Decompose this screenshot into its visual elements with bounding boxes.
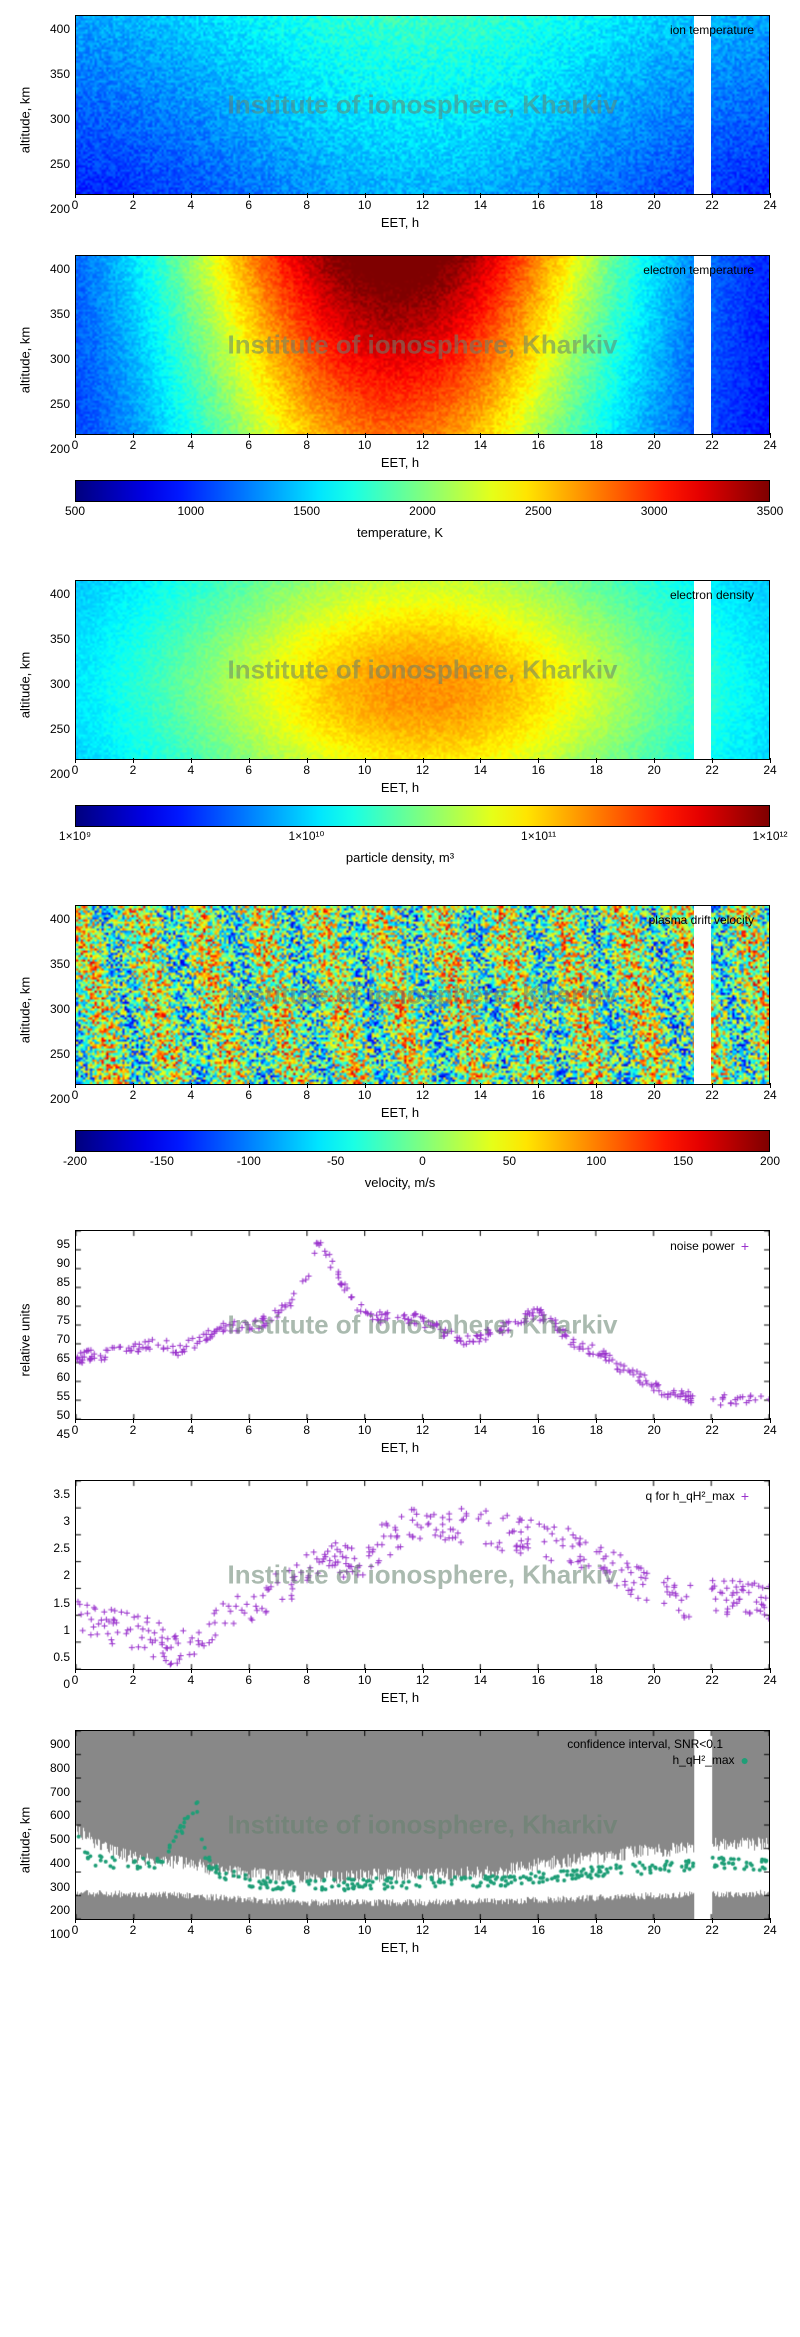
electron-density-heatmap [76,581,769,759]
y-axis-label: altitude, km [18,327,33,393]
dot-marker-icon: ● [741,1753,749,1767]
x-axis-label: EET, h [381,1690,419,1705]
q-factor-panel: Institute of ionosphere, Kharkiv q for h… [20,1475,780,1705]
panel-subtitle: ion temperature [670,23,754,37]
plot-area: Institute of ionosphere, Kharkiv q for h… [75,1480,770,1670]
data-gap [694,256,711,434]
colorbar-ticks: 1×10⁹1×10¹⁰1×10¹¹1×10¹² [75,829,770,843]
colorbar-ticks: 500100015002000250030003500 [75,504,770,518]
x-axis-label: EET, h [381,780,419,795]
colorbar-label: temperature, K [357,525,443,540]
confidence-canvas [76,1731,769,1919]
colorbar-label: particle density, m³ [346,850,454,865]
x-axis-label: EET, h [381,455,419,470]
panel-subtitle: plasma drift velocity [649,913,754,927]
plus-marker-icon: + [741,1239,749,1253]
x-axis-label: EET, h [381,1440,419,1455]
legend: noise power + [670,1239,749,1253]
x-axis-label: EET, h [381,1105,419,1120]
y-ticks: 100200300400500600700800900 [40,1730,70,1920]
legend-h: h_qH²_max ● [673,1753,750,1767]
x-ticks: 024681012141618202224 [75,1423,770,1437]
y-axis-label: altitude, km [18,652,33,718]
plus-marker-icon: + [741,1489,749,1503]
x-ticks: 024681012141618202224 [75,763,770,777]
y-ticks: 200250300350400 [40,580,70,760]
data-gap [694,581,711,759]
panel-subtitle: electron density [670,588,754,602]
drift-velocity-panel: altitude, km Institute of ionosphere, Kh… [20,900,780,1120]
legend-label: noise power [670,1239,735,1253]
legend-label: h_qH²_max [673,1753,735,1767]
noise-power-panel: relative units Institute of ionosphere, … [20,1225,780,1455]
y-ticks: 200250300350400 [40,905,70,1085]
x-ticks: 024681012141618202224 [75,1923,770,1937]
x-axis-label: EET, h [381,215,419,230]
y-ticks: 200250300350400 [40,255,70,435]
plot-area: Institute of ionosphere, Kharkiv electro… [75,255,770,435]
electron-density-panel: altitude, km Institute of ionosphere, Kh… [20,575,780,795]
velocity-colorbar-panel: -200-150-100-50050100150200 velocity, m/… [20,1130,780,1200]
plot-area: Institute of ionosphere, Kharkiv electro… [75,580,770,760]
density-colorbar-panel: 1×10⁹1×10¹⁰1×10¹¹1×10¹² particle density… [20,805,780,875]
legend: q for h_qH²_max + [645,1489,749,1503]
y-ticks: 00.511.522.533.5 [40,1480,70,1670]
temperature-colorbar-panel: 500100015002000250030003500 temperature,… [20,480,780,550]
data-gap [694,906,711,1084]
y-axis-label: altitude, km [18,977,33,1043]
confidence-panel: altitude, km Institute of ionosphere, Kh… [20,1725,780,1955]
ion-temp-heatmap [76,16,769,194]
panel-subtitle: electron temperature [643,263,754,277]
x-axis-label: EET, h [381,1940,419,1955]
plot-area: Institute of ionosphere, Kharkiv confide… [75,1730,770,1920]
drift-velocity-heatmap [76,906,769,1084]
y-axis-label: altitude, km [18,87,33,153]
plot-area: Institute of ionosphere, Kharkiv ion tem… [75,15,770,195]
x-ticks: 024681012141618202224 [75,1673,770,1687]
colorbar-label: velocity, m/s [365,1175,436,1190]
x-ticks: 024681012141618202224 [75,438,770,452]
colorbar [75,1130,770,1152]
ion-temperature-panel: altitude, km Institute of ionosphere, Kh… [20,10,780,230]
y-axis-label: altitude, km [18,1807,33,1873]
electron-temperature-panel: altitude, km Institute of ionosphere, Kh… [20,250,780,470]
colorbar-ticks: -200-150-100-50050100150200 [75,1154,770,1168]
y-axis-label: relative units [18,1304,33,1377]
plot-area: Institute of ionosphere, Kharkiv noise p… [75,1230,770,1420]
x-ticks: 024681012141618202224 [75,1088,770,1102]
q-factor-scatter [76,1481,769,1669]
electron-temp-heatmap [76,256,769,434]
noise-power-scatter [76,1231,769,1419]
data-gap [694,16,711,194]
box-marker-icon [729,1739,749,1749]
legend-label: confidence interval, SNR<0.1 [567,1737,723,1751]
plot-area: Institute of ionosphere, Kharkiv plasma … [75,905,770,1085]
y-ticks: 4550556065707580859095 [40,1230,70,1420]
x-ticks: 024681012141618202224 [75,198,770,212]
legend-ci: confidence interval, SNR<0.1 [567,1737,749,1751]
colorbar [75,480,770,502]
legend-label: q for h_qH²_max [645,1489,734,1503]
y-ticks: 200250300350400 [40,15,70,195]
colorbar [75,805,770,827]
